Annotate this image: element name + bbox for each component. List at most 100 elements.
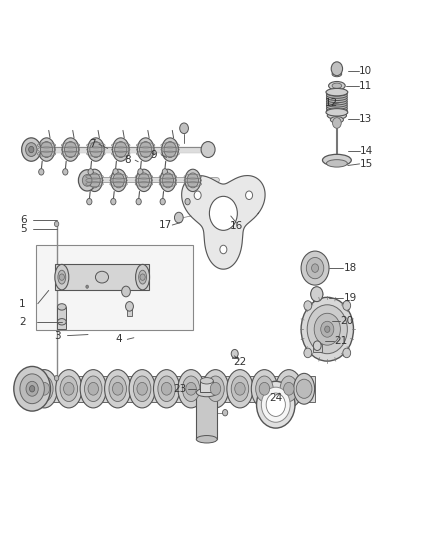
Circle shape bbox=[82, 174, 92, 186]
Ellipse shape bbox=[276, 369, 302, 408]
Circle shape bbox=[343, 301, 351, 310]
Circle shape bbox=[59, 274, 64, 280]
Ellipse shape bbox=[85, 376, 102, 401]
Ellipse shape bbox=[178, 369, 204, 408]
Circle shape bbox=[122, 286, 131, 297]
Ellipse shape bbox=[113, 138, 129, 161]
Bar bbox=[127, 306, 132, 316]
Circle shape bbox=[231, 350, 238, 358]
Circle shape bbox=[29, 385, 35, 392]
Text: 3: 3 bbox=[54, 330, 61, 341]
Text: 15: 15 bbox=[360, 159, 373, 169]
Ellipse shape bbox=[196, 388, 217, 397]
Circle shape bbox=[25, 143, 37, 157]
Ellipse shape bbox=[158, 376, 175, 401]
Ellipse shape bbox=[231, 376, 249, 401]
Text: 12: 12 bbox=[325, 98, 338, 108]
Ellipse shape bbox=[38, 138, 55, 161]
Ellipse shape bbox=[60, 376, 78, 401]
Circle shape bbox=[138, 168, 143, 175]
Circle shape bbox=[304, 301, 312, 310]
Ellipse shape bbox=[326, 101, 347, 106]
Ellipse shape bbox=[326, 104, 347, 109]
Bar bbox=[36, 245, 193, 330]
Ellipse shape bbox=[160, 169, 176, 191]
Ellipse shape bbox=[105, 369, 131, 408]
Text: 10: 10 bbox=[359, 66, 372, 76]
Ellipse shape bbox=[293, 373, 314, 404]
Ellipse shape bbox=[326, 160, 347, 167]
Circle shape bbox=[63, 168, 68, 175]
Circle shape bbox=[343, 348, 351, 358]
Ellipse shape bbox=[40, 142, 53, 158]
Ellipse shape bbox=[187, 173, 198, 188]
Bar bbox=[313, 344, 321, 352]
Circle shape bbox=[180, 123, 188, 134]
Circle shape bbox=[235, 382, 245, 395]
Circle shape bbox=[87, 198, 92, 205]
Polygon shape bbox=[182, 175, 265, 269]
Ellipse shape bbox=[90, 142, 102, 158]
Ellipse shape bbox=[185, 169, 201, 191]
Circle shape bbox=[314, 313, 340, 345]
Ellipse shape bbox=[182, 376, 200, 401]
Text: 18: 18 bbox=[343, 263, 357, 273]
Circle shape bbox=[136, 198, 141, 205]
Ellipse shape bbox=[162, 173, 173, 188]
Ellipse shape bbox=[25, 146, 38, 154]
Text: 24: 24 bbox=[269, 393, 283, 403]
Text: 1: 1 bbox=[19, 298, 26, 309]
Ellipse shape bbox=[139, 270, 147, 284]
Circle shape bbox=[261, 387, 290, 422]
Circle shape bbox=[20, 374, 44, 403]
Ellipse shape bbox=[326, 95, 347, 100]
Ellipse shape bbox=[81, 176, 93, 184]
Ellipse shape bbox=[326, 93, 347, 99]
Ellipse shape bbox=[326, 88, 348, 96]
Circle shape bbox=[162, 168, 167, 175]
Circle shape bbox=[160, 198, 165, 205]
Circle shape bbox=[137, 382, 148, 395]
Circle shape bbox=[174, 212, 183, 223]
Ellipse shape bbox=[326, 106, 347, 111]
Text: 14: 14 bbox=[360, 146, 373, 156]
Circle shape bbox=[113, 382, 123, 395]
Text: 11: 11 bbox=[359, 81, 372, 91]
Circle shape bbox=[78, 169, 96, 191]
Bar bbox=[196, 392, 217, 439]
Ellipse shape bbox=[62, 138, 79, 161]
Ellipse shape bbox=[111, 169, 127, 191]
Circle shape bbox=[210, 382, 221, 395]
Circle shape bbox=[311, 264, 318, 272]
Bar bbox=[313, 293, 321, 302]
Circle shape bbox=[111, 198, 116, 205]
Ellipse shape bbox=[129, 369, 155, 408]
Circle shape bbox=[246, 191, 253, 199]
Circle shape bbox=[209, 196, 237, 230]
Text: 23: 23 bbox=[173, 384, 186, 394]
Circle shape bbox=[301, 297, 353, 361]
Circle shape bbox=[304, 348, 312, 358]
Ellipse shape bbox=[328, 82, 345, 90]
Ellipse shape bbox=[64, 142, 77, 158]
Circle shape bbox=[88, 382, 99, 395]
Ellipse shape bbox=[326, 91, 347, 96]
Ellipse shape bbox=[57, 304, 66, 310]
Bar bbox=[35, 376, 315, 401]
Text: 6: 6 bbox=[20, 215, 27, 225]
Ellipse shape bbox=[326, 109, 348, 116]
Circle shape bbox=[220, 245, 227, 254]
Circle shape bbox=[313, 341, 321, 351]
Circle shape bbox=[259, 382, 270, 395]
Ellipse shape bbox=[56, 369, 82, 408]
Ellipse shape bbox=[87, 169, 102, 191]
Circle shape bbox=[296, 379, 312, 398]
Bar bbox=[200, 381, 213, 392]
Text: 4: 4 bbox=[115, 334, 122, 344]
Ellipse shape bbox=[330, 117, 343, 123]
Ellipse shape bbox=[134, 376, 151, 401]
Circle shape bbox=[21, 138, 41, 161]
Ellipse shape bbox=[200, 377, 213, 384]
Ellipse shape bbox=[332, 83, 342, 88]
Bar bbox=[57, 307, 66, 329]
